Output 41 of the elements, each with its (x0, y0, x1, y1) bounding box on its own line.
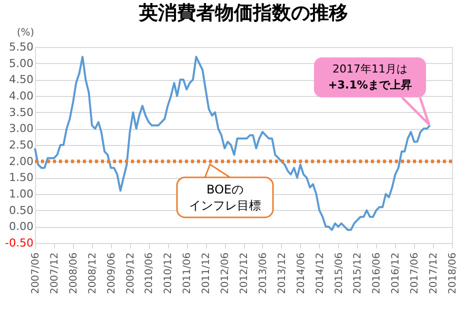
line-series (34, 56, 431, 231)
x-tick-label: 2015/06 (334, 252, 345, 294)
y-axis-title: (%) (16, 28, 34, 38)
y-tick-label: 3.50 (9, 106, 34, 119)
x-tick-label: 2018/06 (448, 252, 458, 294)
chart-title: 英消費者物価指数の推移 (138, 2, 348, 24)
x-tick-label: 2014/12 (314, 252, 326, 294)
y-tick-label: 5.50 (9, 40, 34, 54)
x-tick-label: 2010/06 (144, 252, 156, 294)
x-tick-label: 2014/06 (296, 252, 307, 294)
y-tick-label: 0.00 (9, 220, 34, 234)
y-tick-label: 2.50 (9, 138, 34, 152)
x-tick-label: 2011/06 (182, 252, 194, 294)
y-tick-label: 0.50 (9, 204, 34, 217)
y-tick-label: 4.00 (9, 90, 34, 102)
x-tick-label: 2016/12 (390, 252, 402, 294)
x-tick-label: 2011/12 (201, 252, 212, 294)
legend-label: BOEのインフレ目標 (189, 182, 261, 212)
y-tick-label: 5.00 (9, 56, 34, 70)
x-tick-label: 2008/06 (68, 252, 80, 294)
x-tick-label: 2009/12 (125, 252, 136, 294)
y-tick-label: 1.50 (9, 171, 34, 184)
y-tick-label: 4.50 (9, 73, 34, 86)
x-tick-label: 2013/06 (258, 252, 269, 294)
x-tick-label: 2016/06 (372, 252, 383, 294)
x-tick-label: 2007/06 (30, 252, 42, 294)
x-tick-label: 2012/06 (220, 252, 232, 294)
x-tick-label: 2015/12 (352, 252, 364, 294)
annotation: 2017年11月は +3.1%まで上昇 (328, 62, 412, 92)
y-tick-label: 2.00 (9, 154, 34, 168)
x-tick-label: 2017/12 (428, 252, 440, 294)
x-tick-label: 2012/12 (239, 252, 250, 294)
x-tick-label: 2010/12 (163, 252, 174, 294)
x-tick-label: 2009/06 (106, 252, 118, 294)
y-tick-label: 1.00 (9, 188, 34, 200)
x-tick-label: 2013/12 (276, 252, 288, 294)
y-tick-label: 3.00 (9, 122, 34, 136)
x-tick-label: 2008/12 (87, 252, 98, 294)
x-tick-label: 2017/06 (410, 252, 421, 294)
x-tick-label: 2007/12 (49, 252, 60, 294)
y-tick-label: -0.50 (5, 236, 34, 250)
